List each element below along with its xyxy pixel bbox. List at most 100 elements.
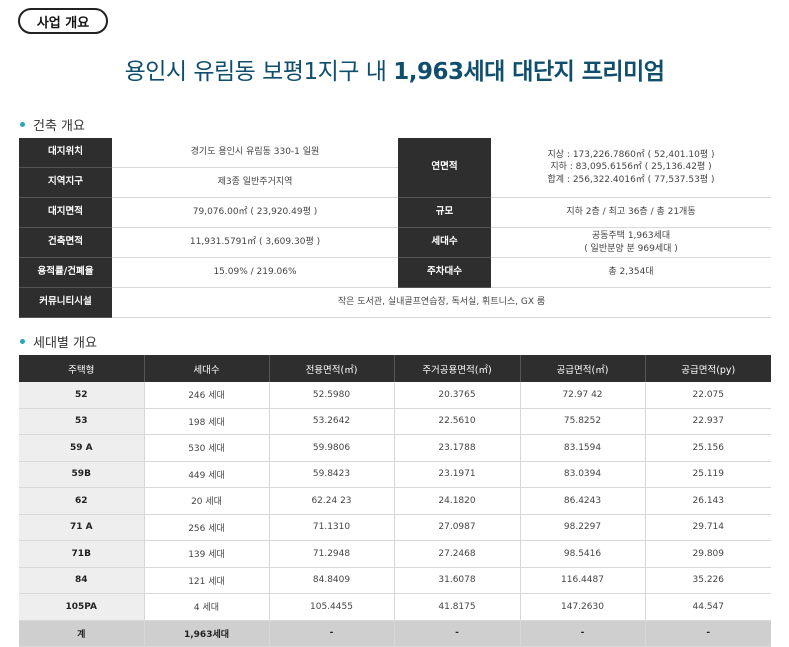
section-title-units-label: 세대별 개요 [33,336,97,351]
column-header: 주거공용면적(㎡) [394,355,521,382]
table-cell: - [269,620,395,647]
table-row: 84 121 세대 84.8409 31.6078 116.4487 35.226 [19,567,771,594]
table-row: 지역지구 제3종 일반주거지역 [19,167,771,198]
unit-type-cell: 71 A [19,514,145,541]
table-cell: 4 세대 [144,593,270,621]
cell-value: 제3종 일반주거지역 [112,167,398,198]
table-cell: 29.809 [645,540,771,568]
page-title: 용인시 유림동 보평1지구 내 1,963세대 대단지 프리미엄 [0,52,789,86]
table-cell: 27.0987 [394,514,521,541]
table-row: 건축면적 11,931.5791㎡ ( 3,609.30평 ) 세대수 공동주택… [19,227,771,258]
table-cell: 29.714 [645,514,771,541]
table-cell: 75.8252 [520,408,646,435]
households-line: 공동주택 1,963세대 [591,231,671,242]
table-cell: 72.97 42 [520,382,646,409]
cell-value: 11,931.5791㎡ ( 3,609.30평 ) [112,227,398,258]
table-cell: 41.8175 [394,593,521,621]
total-row: 계 1,963세대 - - - - [19,620,771,647]
table-cell: 86.4243 [520,487,646,515]
section-title-building: 건축 개요 [20,115,85,134]
table-row: 53 198 세대 53.2642 22.5610 75.8252 22.937 [19,408,771,435]
table-cell: 26.143 [645,487,771,515]
cell-value: 지하 2층 / 최고 36층 / 총 21개동 [491,197,771,228]
table-cell: 84.8409 [269,567,395,594]
table-cell: 22.5610 [394,408,521,435]
table-cell: 22.075 [645,382,771,409]
table-cell: 20.3765 [394,382,521,409]
table-cell: 116.4487 [520,567,646,594]
table-row: 대지위치 경기도 용인시 유림동 330-1 일원 연면적 지상 : 173,2… [19,138,771,198]
floor-area-line: 지하 : 83,095.6156㎡ ( 25,136.42평 ) [550,162,712,173]
floor-area-line: 지상 : 173,226.7860㎡ ( 52,401.10평 ) [547,150,715,161]
unit-overview-table: 주택형 세대수 전용면적(㎡) 주거공용면적(㎡) 공급면적(㎡) 공급면적(p… [19,355,771,647]
table-cell: 52.5980 [269,382,395,409]
table-cell: 71.2948 [269,540,395,568]
cell-label: 주차대수 [398,257,491,288]
table-cell: 27.2468 [394,540,521,568]
section-title-building-label: 건축 개요 [33,119,85,134]
floor-area-line: 합계 : 256,322.4016㎡ ( 77,537.53평 ) [547,174,715,185]
table-row: 62 20 세대 62.24 23 24.1820 86.4243 26.143 [19,487,771,515]
table-cell: 59.9806 [269,434,395,462]
cell-label: 용적률/건폐율 [19,257,112,288]
page-title-emphasis: 1,963세대 대단지 프리미엄 [393,59,665,85]
table-cell: 44.547 [645,593,771,621]
table-cell: - [394,620,521,647]
table-row: 커뮤니티시설 작은 도서관, 실내골프연습장, 독서실, 휘트니스, GX 룸 [19,287,771,318]
table-cell: 530 세대 [144,434,270,462]
table-cell: 23.1788 [394,434,521,462]
table-cell: 105.4455 [269,593,395,621]
column-header: 주택형 [19,355,145,382]
table-cell: 62.24 23 [269,487,395,515]
table-cell: 449 세대 [144,461,270,488]
building-overview-table: 대지위치 경기도 용인시 유림동 330-1 일원 연면적 지상 : 173,2… [19,138,771,318]
cell-label: 연면적 [398,138,491,198]
table-header-row: 주택형 세대수 전용면적(㎡) 주거공용면적(㎡) 공급면적(㎡) 공급면적(p… [19,355,771,382]
column-header: 세대수 [144,355,270,382]
table-row: 59B 449 세대 59.8423 23.1971 83.0394 25.119 [19,461,771,488]
column-header: 전용면적(㎡) [269,355,395,382]
cell-value: 총 2,354대 [491,257,771,288]
unit-type-cell: 105PA [19,593,145,621]
table-cell: - [645,620,771,647]
cell-label: 커뮤니티시설 [19,287,112,318]
cell-label: 세대수 [398,227,491,258]
table-cell: 53.2642 [269,408,395,435]
table-cell: 121 세대 [144,567,270,594]
cell-label: 대지위치 [19,138,112,168]
table-cell: 83.1594 [520,434,646,462]
table-row: 52 246 세대 52.5980 20.3765 72.97 42 22.075 [19,382,771,409]
column-header: 공급면적(py) [645,355,771,382]
table-cell: 31.6078 [394,567,521,594]
table-cell: 256 세대 [144,514,270,541]
table-row: 71 A 256 세대 71.1310 27.0987 98.2297 29.714 [19,514,771,541]
cell-value: 지상 : 173,226.7860㎡ ( 52,401.10평 ) 지하 : 8… [491,138,771,198]
unit-type-cell: 52 [19,382,145,409]
table-row: 대지면적 79,076.00㎡ ( 23,920.49평 ) 규모 지하 2층 … [19,197,771,228]
table-cell: 83.0394 [520,461,646,488]
cell-label: 지역지구 [19,167,112,198]
unit-type-cell: 84 [19,567,145,594]
table-row: 용적률/건폐율 15.09% / 219.06% 주차대수 총 2,354대 [19,257,771,288]
cell-value: 공동주택 1,963세대 ( 일반분양 분 969세대 ) [491,227,771,258]
unit-type-cell: 53 [19,408,145,435]
table-cell: 139 세대 [144,540,270,568]
table-cell: 24.1820 [394,487,521,515]
unit-type-cell: 계 [19,620,145,647]
table-cell: 98.2297 [520,514,646,541]
table-cell: 22.937 [645,408,771,435]
table-cell: 71.1310 [269,514,395,541]
table-cell: 25.119 [645,461,771,488]
cell-label: 건축면적 [19,227,112,258]
table-row: 105PA 4 세대 105.4455 41.8175 147.2630 44.547 [19,593,771,621]
table-row: 59 A 530 세대 59.9806 23.1788 83.1594 25.156 [19,434,771,462]
cell-value: 작은 도서관, 실내골프연습장, 독서실, 휘트니스, GX 룸 [112,287,771,318]
unit-type-cell: 71B [19,540,145,568]
bullet-icon [20,122,25,127]
unit-type-cell: 62 [19,487,145,515]
unit-type-cell: 59 A [19,434,145,462]
cell-value: 경기도 용인시 유림동 330-1 일원 [112,138,398,168]
column-header: 공급면적(㎡) [520,355,646,382]
table-cell: 147.2630 [520,593,646,621]
unit-type-cell: 59B [19,461,145,488]
